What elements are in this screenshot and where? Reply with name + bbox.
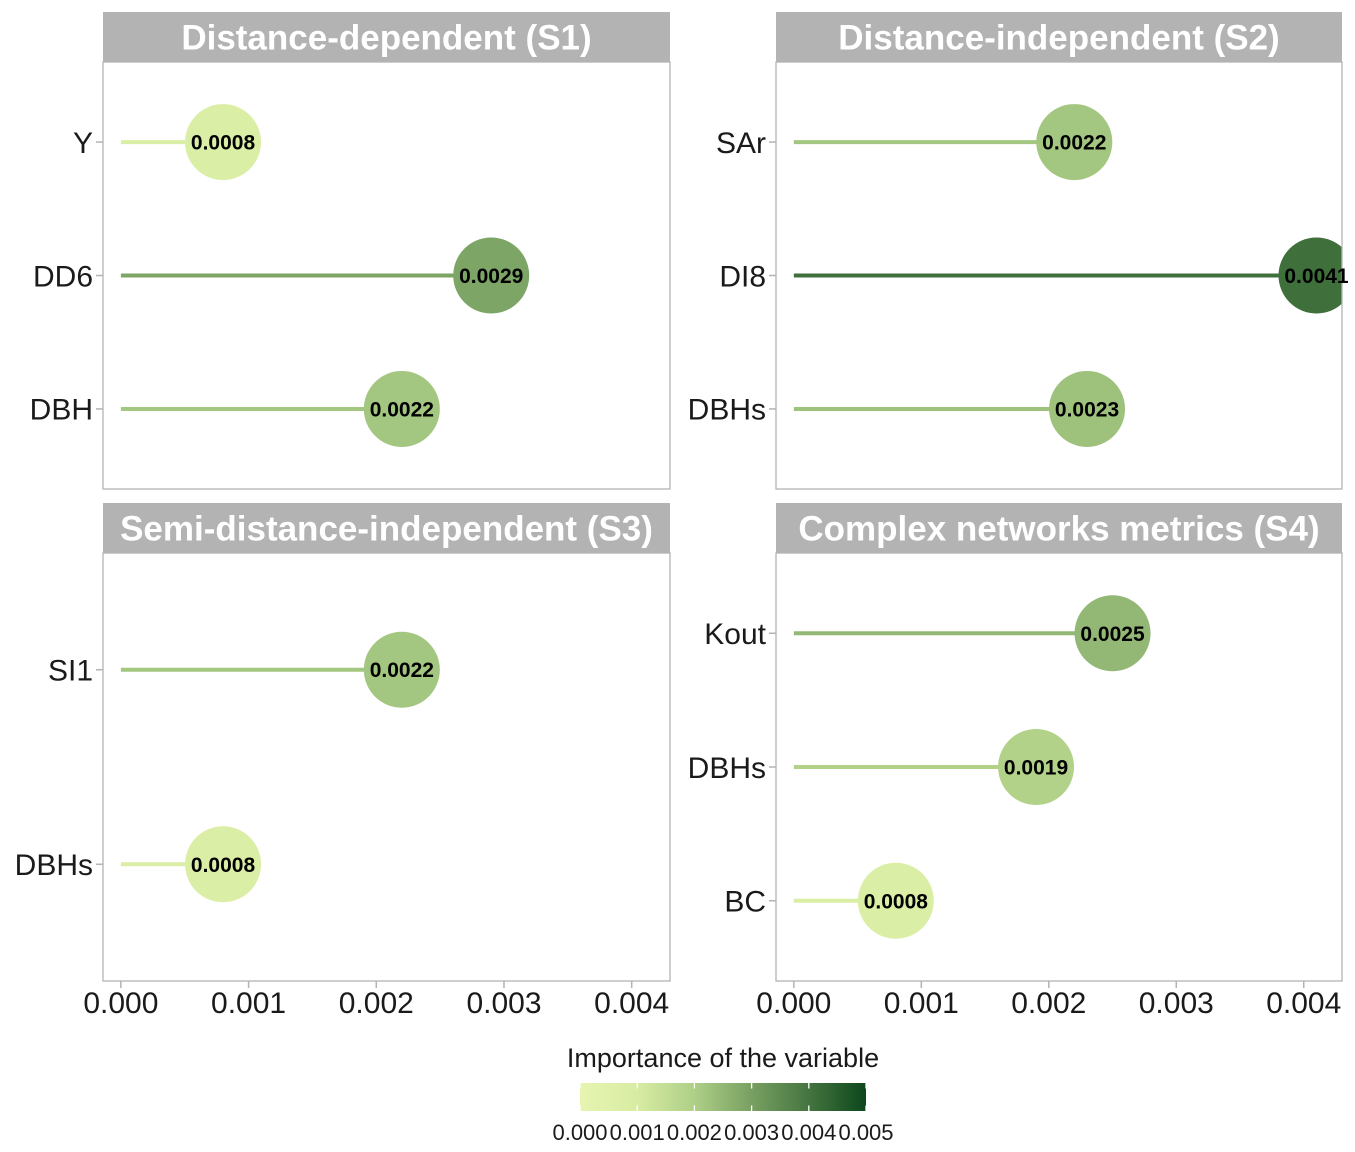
y-tick-label: DBHs <box>15 849 93 882</box>
lollipop-marks <box>120 631 440 903</box>
x-tick-label: 0.002 <box>1011 987 1086 1020</box>
facet-strip <box>776 503 1342 553</box>
legend-tick-label: 0.005 <box>838 1120 893 1145</box>
panel-border <box>102 552 671 982</box>
data-label: 0.0022 <box>1042 132 1106 155</box>
y-tick-label: Y <box>73 127 93 160</box>
legend-title: Importance of the variable <box>567 1043 879 1073</box>
lollipop-point <box>1278 237 1342 314</box>
lollipop-point <box>1036 104 1113 181</box>
x-tick-label: 0.004 <box>1266 987 1341 1020</box>
facet-title: Complex networks metrics (S4) <box>798 510 1319 549</box>
facet-panel: Distance-independent (S2) SAr DI8 DBHs 0.002… <box>688 12 1349 490</box>
x-tick-label: 0.004 <box>594 987 669 1020</box>
data-label: 0.0029 <box>459 265 523 288</box>
data-label: 0.0008 <box>864 890 929 913</box>
x-tick-label: 0.003 <box>466 987 541 1020</box>
data-label: 0.0008 <box>191 854 256 877</box>
panel-border <box>775 61 1343 490</box>
y-tick-label: DD6 <box>33 260 93 293</box>
legend-ticks: 0.000 0.001 0.002 0.003 0.004 0.005 <box>552 1083 894 1145</box>
data-label: 0.0041 <box>1284 265 1349 288</box>
y-tick-label: DI8 <box>719 260 766 293</box>
lollipop-point <box>185 104 262 181</box>
facet-title: Distance-independent (S2) <box>838 19 1279 58</box>
color-legend: Importance of the variable 0.000 0.001 0.0… <box>552 1043 893 1145</box>
legend-tick-label: 0.003 <box>724 1120 779 1145</box>
y-tick-label: SAr <box>716 127 766 160</box>
data-label: 0.0019 <box>1004 757 1068 780</box>
data-label: 0.0022 <box>370 659 434 682</box>
plot-panel <box>103 553 670 981</box>
data-label: 0.0025 <box>1080 623 1145 646</box>
y-tick-label: DBHs <box>688 752 766 785</box>
y-tick-label: BC <box>724 886 766 919</box>
lollipop-marks <box>793 595 1151 939</box>
legend-colorbar <box>580 1083 866 1111</box>
y-tick-label: Kout <box>704 618 766 651</box>
x-tick-label: 0.003 <box>1139 987 1214 1020</box>
lollipop-point <box>453 237 530 314</box>
lollipop-marks <box>793 104 1342 447</box>
y-tick-label: SI1 <box>48 655 93 688</box>
facet-panel: Distance-dependent (S1)YDD6DBH0.00080.00… <box>30 12 671 490</box>
facet-strip <box>103 503 670 553</box>
facet-title: Semi-distance-independent (S3) <box>120 510 653 549</box>
lollipop-point <box>1049 370 1126 447</box>
facet-panel: Semi-distance-independent (S3) SI1 DBHs 0.0… <box>15 503 671 1020</box>
data-label: 0.0023 <box>1055 398 1119 421</box>
x-tick-label: 0.000 <box>83 987 158 1020</box>
legend-tick-label: 0.002 <box>667 1120 722 1145</box>
facet-title: Distance-dependent (S1) <box>181 19 591 58</box>
lollipop-point <box>1074 595 1151 672</box>
lollipop-marks <box>120 104 530 447</box>
lollipop-point <box>363 631 440 708</box>
lollipop-point <box>998 729 1075 805</box>
data-label: 0.0008 <box>191 132 256 155</box>
lollipop-point <box>185 826 262 903</box>
legend-tick-label: 0.000 <box>552 1120 607 1145</box>
panel-border <box>102 61 671 490</box>
y-tick-label: DBH <box>30 394 93 427</box>
x-tick-label: 0.001 <box>884 987 959 1020</box>
legend-tick-label: 0.004 <box>781 1120 836 1145</box>
facet-strip <box>103 12 670 62</box>
data-label: 0.0022 <box>370 398 434 421</box>
x-tick-label: 0.002 <box>339 987 414 1020</box>
facet-strip <box>776 12 1342 62</box>
legend-tick-label: 0.001 <box>610 1120 665 1145</box>
lollipop-point <box>857 862 934 939</box>
value-labels: 0.0022 0.0041 0.0023 <box>1042 132 1349 422</box>
value-labels: 0.0025 0.0019 0.0008 <box>864 623 1145 914</box>
facet-panels: Distance-dependent (S1)YDD6DBH0.00080.00… <box>15 12 1349 1020</box>
facet-panel: Complex networks metrics (S4) Kout DBHs BC 0… <box>688 503 1343 1020</box>
y-tick-label: DBHs <box>688 394 766 427</box>
x-tick-label: 0.001 <box>211 987 286 1020</box>
panel-border <box>775 552 1343 982</box>
x-tick-label: 0.000 <box>756 987 831 1020</box>
value-labels: 0.0008 0.0029 0.0022 <box>191 132 523 422</box>
lollipop-point <box>363 370 440 447</box>
value-labels: 0.0022 0.0008 <box>191 659 434 877</box>
